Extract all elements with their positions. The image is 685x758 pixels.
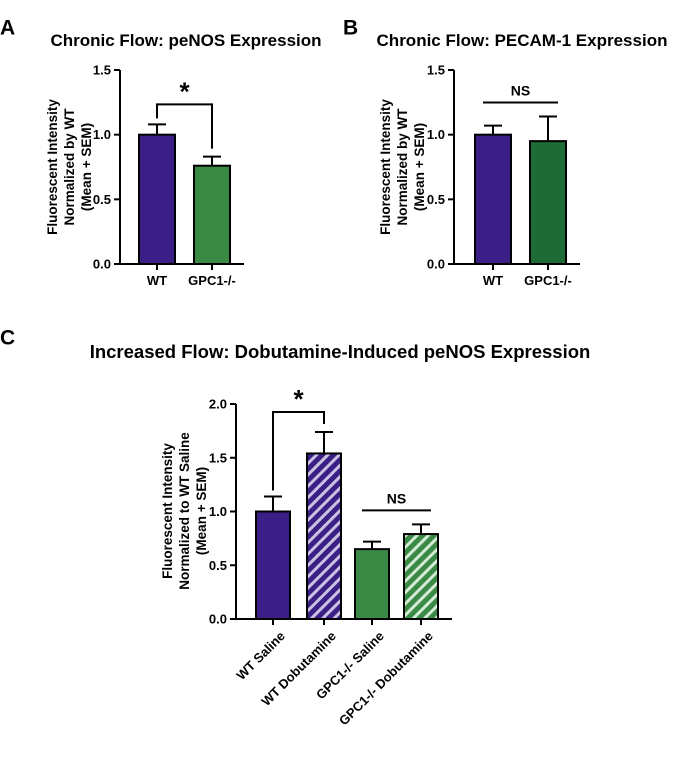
y-axis-label: Fluorescent Intensity Normalized to WT Sa… bbox=[160, 432, 209, 590]
panel-letter: C bbox=[0, 326, 15, 349]
y-axis-label-line: Fluorescent Intensity bbox=[378, 99, 393, 235]
bar bbox=[403, 533, 439, 621]
y-tick-label: 0.5 bbox=[93, 192, 111, 207]
x-tick-label: GPC1-/- Dobutamine bbox=[336, 628, 436, 728]
y-tick-label: 2.0 bbox=[209, 397, 227, 412]
y-tick-label: 1.5 bbox=[93, 63, 111, 78]
panel-letter: B bbox=[343, 16, 358, 39]
y-axis-label-line: Normalized by WT bbox=[395, 108, 410, 226]
significance-bracket bbox=[272, 410, 325, 491]
x-tick-label: WT bbox=[147, 273, 167, 288]
panel-a: A Chronic Flow: peNOS Expression Fluoresce… bbox=[0, 16, 322, 288]
bar bbox=[255, 510, 291, 620]
significance-bracket bbox=[156, 103, 213, 149]
bar bbox=[306, 452, 342, 621]
y-tick-label: 1.5 bbox=[209, 450, 227, 465]
chart-title: Chronic Flow: PECAM-1 Expression bbox=[377, 31, 668, 50]
bar bbox=[138, 133, 176, 265]
bar bbox=[193, 164, 231, 265]
panel-b: B Chronic Flow: PECAM-1 Expression Fluores… bbox=[343, 16, 667, 288]
y-tick-label: 0.5 bbox=[427, 192, 445, 207]
y-tick-label: 0.0 bbox=[427, 257, 445, 272]
x-tick-label: GPC1-/- bbox=[188, 273, 236, 288]
y-tick-label: 0.0 bbox=[209, 612, 227, 627]
y-axis-label-line: Normalized to WT Saline bbox=[177, 432, 192, 590]
significance-label: * bbox=[293, 384, 304, 414]
significance-label: NS bbox=[387, 490, 406, 506]
x-tick-label: WT Saline bbox=[233, 628, 288, 683]
y-axis-label-line: Fluorescent Intensity bbox=[160, 443, 175, 579]
chart-title: Increased Flow: Dobutamine-Induced peNOS… bbox=[90, 341, 591, 362]
y-axis-label: Fluorescent Intensity Normalized by WT (Me… bbox=[45, 99, 94, 235]
y-axis-label-line: (Mean + SEM) bbox=[412, 123, 427, 211]
chart-title: Chronic Flow: peNOS Expression bbox=[50, 31, 321, 50]
y-tick-label: 1.0 bbox=[93, 127, 111, 142]
y-axis-label: Fluorescent Intensity Normalized by WT (Me… bbox=[378, 99, 427, 235]
x-tick-label: GPC1-/- bbox=[524, 273, 572, 288]
y-axis-label-line: Fluorescent Intensity bbox=[45, 99, 60, 235]
bar bbox=[354, 548, 390, 620]
y-tick-label: 0.5 bbox=[209, 558, 227, 573]
bar bbox=[474, 133, 512, 265]
y-axis-label-line: (Mean + SEM) bbox=[194, 467, 209, 555]
panel-letter: A bbox=[0, 16, 15, 39]
y-tick-label: 1.0 bbox=[427, 127, 445, 142]
y-axis-label-line: Normalized by WT bbox=[62, 108, 77, 226]
bar bbox=[529, 140, 567, 265]
significance-label: * bbox=[179, 76, 190, 106]
y-tick-label: 1.5 bbox=[427, 63, 445, 78]
x-tick-label: WT bbox=[483, 273, 503, 288]
y-axis-label-line: (Mean + SEM) bbox=[79, 123, 94, 211]
y-tick-label: 1.0 bbox=[209, 504, 227, 519]
y-tick-label: 0.0 bbox=[93, 257, 111, 272]
significance-label: NS bbox=[511, 83, 530, 99]
panel-c: C Increased Flow: Dobutamine-Induced peNO… bbox=[0, 326, 590, 728]
